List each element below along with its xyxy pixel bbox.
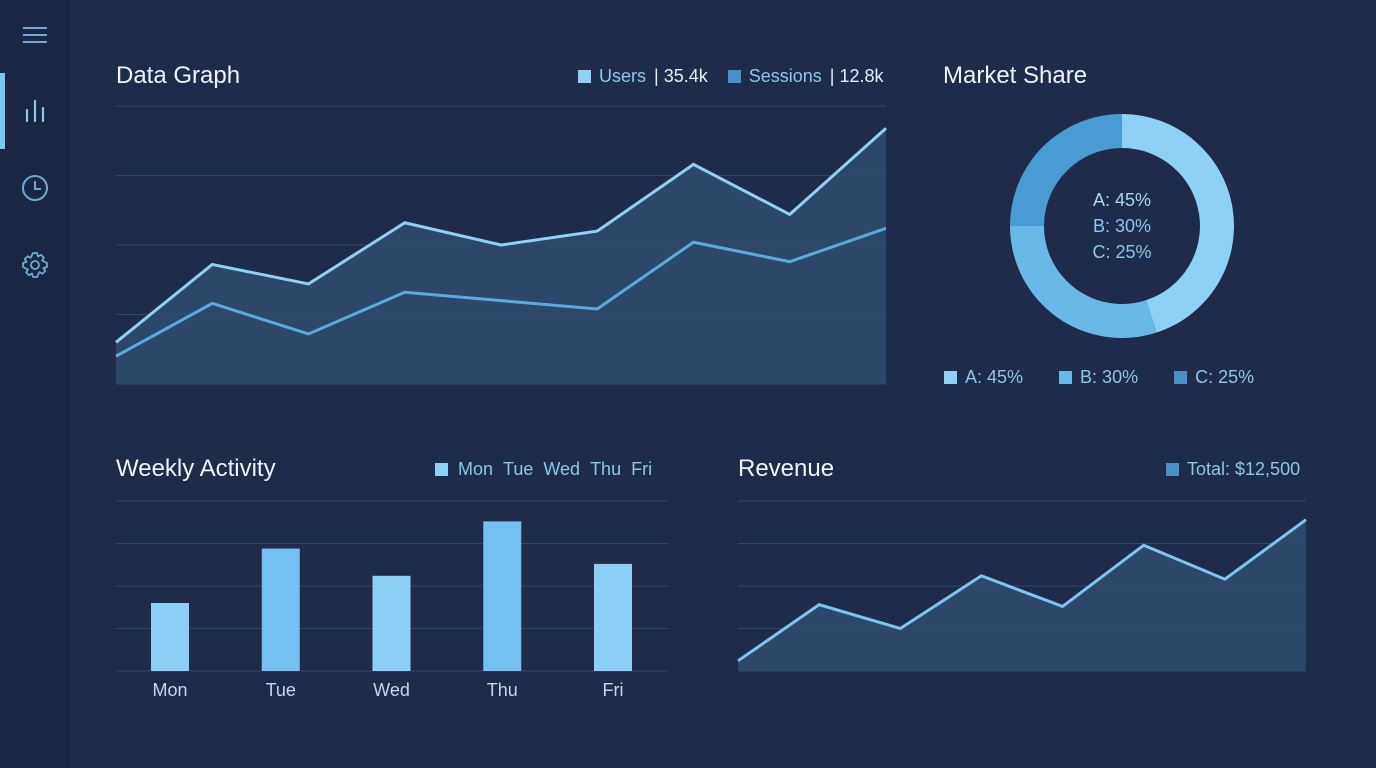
bar-wed [372, 575, 411, 671]
x-label-thu: Thu [486, 680, 518, 700]
legend-a: A: 45% [965, 367, 1024, 387]
x-label-fri: Fri [602, 680, 624, 700]
bar-fri [594, 563, 632, 671]
donut-center-a: A: 45% [1092, 190, 1152, 210]
legend-b: B: 30% [1080, 367, 1139, 387]
market-share-title: Market Share [943, 62, 1088, 89]
b-swatch [1059, 371, 1073, 384]
legend-mon: Mon [458, 459, 494, 479]
legend-sessions-label: Sessions [748, 66, 822, 86]
legend-users-value: | 35.4k [654, 66, 708, 86]
x-label-wed: Wed [373, 680, 410, 700]
sessions-swatch [727, 70, 741, 83]
revenue-area [738, 519, 1306, 671]
legend-sessions-value: | 12.8k [829, 66, 884, 86]
c-swatch [1174, 371, 1188, 384]
gear-icon[interactable] [0, 240, 69, 290]
legend-users-label: Users [599, 66, 647, 86]
legend-wed: Wed [543, 459, 581, 479]
donut-slice-c [1010, 114, 1122, 226]
sessions-line [115, 226, 887, 358]
revenue-legend: Total: $12,500 [1166, 459, 1300, 480]
sidebar [0, 0, 69, 768]
legend-fri: Fri [631, 459, 653, 479]
donut-center-b: B: 30% [1092, 216, 1152, 236]
donut-slice-a [1122, 114, 1234, 333]
revenue-title: Revenue [738, 455, 835, 482]
bar-thu [483, 521, 522, 671]
donut-center-c: C: 25% [1092, 242, 1152, 262]
weekly-swatch [435, 463, 448, 476]
active-indicator [0, 73, 5, 149]
a-swatch [944, 371, 957, 384]
legend-c: C: 25% [1195, 367, 1255, 387]
weekly-activity-title: Weekly Activity [116, 455, 276, 482]
users-swatch [578, 70, 591, 83]
market-share-legend: A: 45% B: 30% C: 25% [944, 367, 1254, 388]
data-graph-title: Data Graph [116, 62, 241, 89]
bar-chart-icon[interactable] [0, 86, 69, 136]
legend-tue: Tue [503, 459, 534, 479]
bar-mon [151, 603, 189, 671]
donut-slice-b [1010, 226, 1157, 338]
menu-icon[interactable] [0, 10, 69, 60]
users-area [116, 128, 886, 384]
weekly-legend: Mon Tue Wed Thu Fri [435, 459, 652, 480]
data-graph-legend: Users | 35.4k Sessions | 12.8k [578, 66, 884, 87]
users-line [115, 127, 888, 344]
x-label-mon: Mon [152, 680, 188, 700]
revenue-swatch [1166, 463, 1179, 476]
revenue-total: Total: $12,500 [1187, 459, 1301, 479]
bar-tue [261, 548, 300, 671]
x-label-tue: Tue [265, 680, 296, 700]
revenue-line [737, 518, 1307, 663]
legend-thu: Thu [590, 459, 622, 479]
clock-icon[interactable] [0, 163, 69, 213]
